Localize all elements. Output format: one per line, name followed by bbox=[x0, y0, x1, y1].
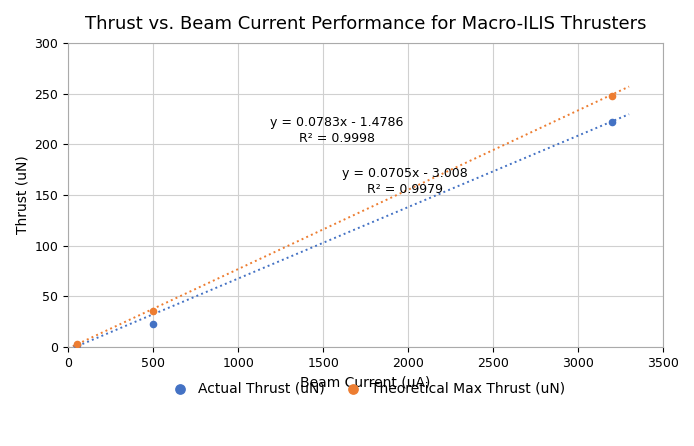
Title: Thrust vs. Beam Current Performance for Macro-ILIS Thrusters: Thrust vs. Beam Current Performance for … bbox=[85, 15, 646, 33]
Actual Thrust (uN) bbox=[607, 118, 618, 125]
Actual Thrust (uN) bbox=[71, 341, 82, 348]
Theoretical Max Thrust (uN) bbox=[607, 92, 618, 99]
Legend: Actual Thrust (uN), Theoretical Max Thrust (uN): Actual Thrust (uN), Theoretical Max Thru… bbox=[161, 376, 570, 401]
X-axis label: Beam Current (uA): Beam Current (uA) bbox=[301, 375, 431, 389]
Theoretical Max Thrust (uN) bbox=[148, 308, 159, 315]
Theoretical Max Thrust (uN) bbox=[71, 341, 82, 348]
Actual Thrust (uN) bbox=[148, 320, 159, 327]
Text: R² = 0.9998: R² = 0.9998 bbox=[298, 132, 375, 145]
Text: R² = 0.9979: R² = 0.9979 bbox=[366, 183, 443, 196]
Y-axis label: Thrust (uN): Thrust (uN) bbox=[15, 156, 29, 234]
Text: y = 0.0705x - 3.008: y = 0.0705x - 3.008 bbox=[342, 167, 468, 180]
Text: y = 0.0783x - 1.4786: y = 0.0783x - 1.4786 bbox=[270, 116, 403, 129]
